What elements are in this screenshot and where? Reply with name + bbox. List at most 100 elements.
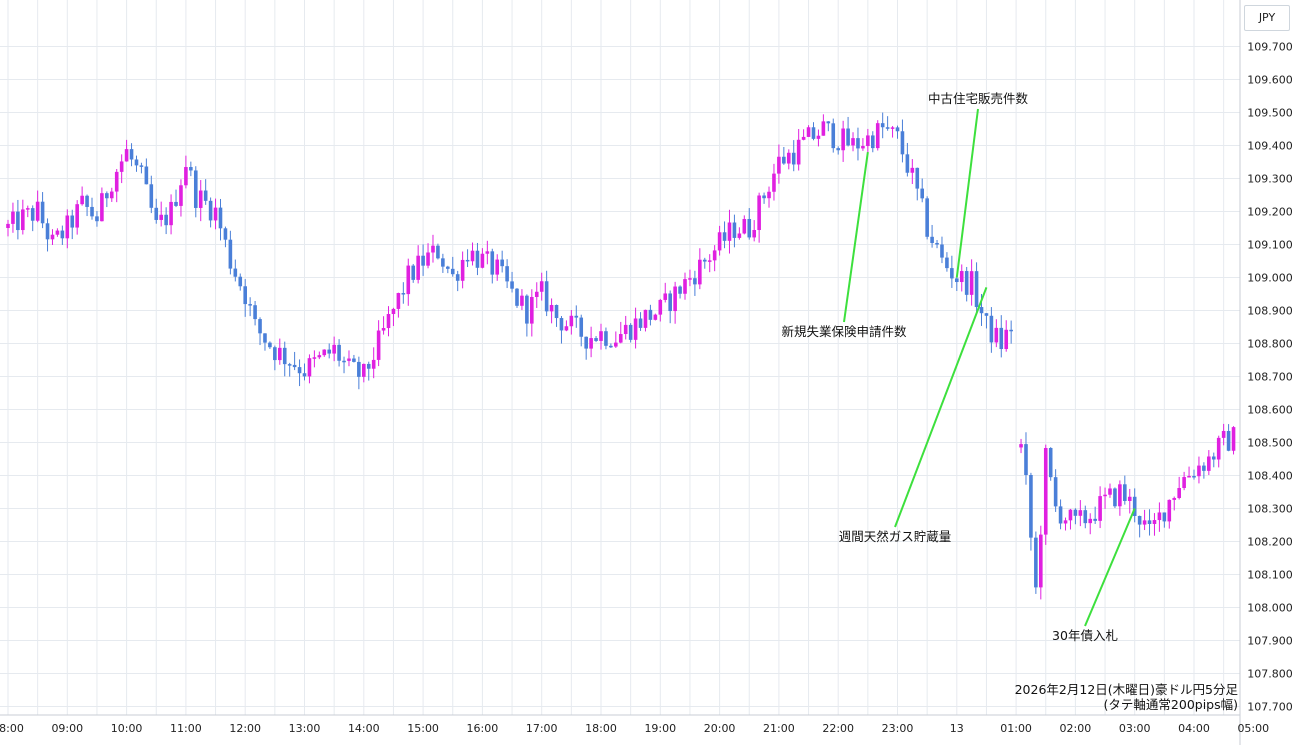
candle-body <box>70 215 75 228</box>
candle-body <box>45 223 50 240</box>
candle-body <box>416 255 420 280</box>
caption-line-2: (タテ軸通常200pips幅) <box>1103 697 1238 712</box>
candle-body <box>149 184 154 208</box>
candle-body <box>984 313 989 316</box>
x-tick-label: 23:00 <box>882 722 914 735</box>
y-tick-label: 109.700 <box>1247 41 1293 54</box>
candle-body <box>811 127 816 139</box>
candle-body <box>786 152 791 164</box>
candle-body <box>831 123 836 149</box>
candle-body <box>999 327 1004 350</box>
candle-body <box>85 195 89 207</box>
candle-body <box>796 139 801 165</box>
candle-body <box>490 251 495 275</box>
candle-body <box>638 318 643 328</box>
candle-body <box>1113 488 1117 507</box>
candle-body <box>559 318 564 331</box>
candle-body <box>55 230 60 235</box>
candle-body <box>1192 476 1196 478</box>
x-tick-label: 13 <box>950 722 964 735</box>
candle-body <box>277 347 282 361</box>
candle-body <box>35 201 40 221</box>
candle-body <box>292 364 297 368</box>
candle-body <box>16 211 20 231</box>
candle-body <box>979 307 984 314</box>
candle-body <box>945 257 949 269</box>
candle-body <box>594 338 598 341</box>
candle-body <box>752 230 756 238</box>
candle-body <box>1098 496 1102 521</box>
candle-body <box>574 315 579 318</box>
candle-body <box>21 209 25 231</box>
candle-body <box>1202 465 1206 471</box>
x-tick-label: 22:00 <box>822 722 854 735</box>
candle-body <box>376 330 381 360</box>
candle-body <box>475 250 480 268</box>
candle-body <box>816 135 821 139</box>
candle-body <box>515 288 519 306</box>
candle-body <box>520 295 524 306</box>
candle-body <box>164 214 168 226</box>
candle-body <box>243 286 247 305</box>
candle-body <box>184 167 188 186</box>
candle-body <box>895 127 900 132</box>
candle-body <box>688 278 692 280</box>
candle-body <box>1221 430 1226 438</box>
candle-body <box>233 268 238 277</box>
candle-body <box>969 271 974 295</box>
candle-body <box>712 250 717 261</box>
candle-body <box>105 193 109 199</box>
candle-body <box>890 127 895 129</box>
candle-body <box>693 278 697 285</box>
candle-body <box>1123 484 1127 501</box>
candle-body <box>1073 509 1078 516</box>
candle-body <box>60 230 65 239</box>
candle-body <box>90 206 94 217</box>
candle-body <box>1088 518 1093 524</box>
candle-body <box>1187 476 1191 478</box>
x-tick-label: 15:00 <box>407 722 439 735</box>
x-tick-label: 21:00 <box>763 722 795 735</box>
candle-body <box>900 131 905 155</box>
candle-body <box>851 138 855 146</box>
candle-body <box>930 236 934 243</box>
candle-body <box>707 260 712 262</box>
candle-body <box>727 222 732 241</box>
candle-body <box>732 222 737 238</box>
candle-body <box>80 195 84 205</box>
candle-body <box>169 201 173 226</box>
candle-body <box>920 188 925 199</box>
candle-body <box>248 304 252 306</box>
candle-body <box>856 138 860 149</box>
y-tick-label: 108.900 <box>1247 305 1293 318</box>
candle-body <box>618 334 623 343</box>
y-tick-label: 108.400 <box>1247 470 1293 483</box>
candle-body <box>1043 448 1048 535</box>
y-tick-label: 108.300 <box>1247 503 1293 516</box>
annotation-label: 中古住宅販売件数 <box>928 91 1029 106</box>
candle-body <box>905 154 910 173</box>
candle-body <box>579 317 584 337</box>
candle-body <box>564 326 569 331</box>
candle-body <box>534 291 539 297</box>
candle-body <box>910 167 915 173</box>
candle-body <box>421 255 425 266</box>
candle-body <box>940 244 944 258</box>
candle-body <box>663 293 668 300</box>
candle-body <box>658 299 663 315</box>
candle-body <box>253 305 257 320</box>
currency-label[interactable]: JPY <box>1244 5 1290 31</box>
y-tick-label: 109.600 <box>1247 74 1293 87</box>
x-tick-label: 19:00 <box>644 722 676 735</box>
candle-body <box>974 271 979 308</box>
x-tick-label: 11:00 <box>170 722 202 735</box>
candle-body <box>955 278 959 283</box>
annotation-label: 新規失業保険申請件数 <box>781 324 907 339</box>
candle-body <box>1152 520 1157 524</box>
candle-body <box>925 198 929 237</box>
y-tick-label: 108.500 <box>1247 437 1293 450</box>
candle-body <box>826 121 831 124</box>
candle-body <box>30 208 35 221</box>
